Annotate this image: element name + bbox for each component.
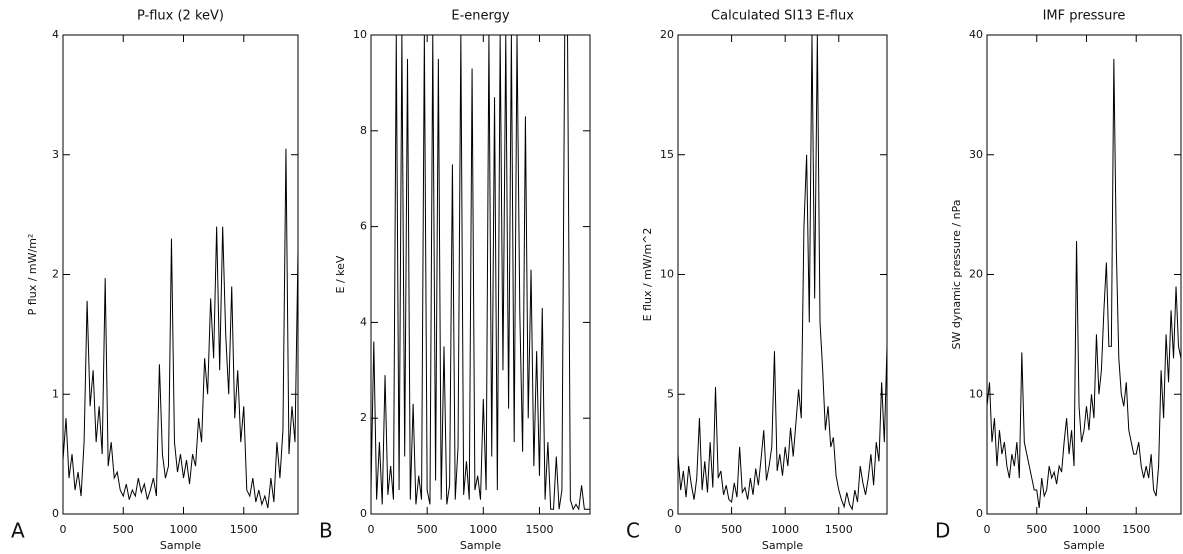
x-tick-label: 1000 bbox=[1072, 523, 1100, 536]
chart-title: IMF pressure bbox=[1043, 9, 1126, 24]
x-tick-label: 0 bbox=[60, 523, 67, 536]
y-axis-label: SW dynamic pressure / nPa bbox=[950, 200, 963, 350]
y-tick-label: 2 bbox=[360, 411, 367, 424]
y-tick-label: 20 bbox=[660, 28, 674, 41]
x-tick-label: 1500 bbox=[230, 523, 258, 536]
x-tick-label: 500 bbox=[417, 523, 438, 536]
y-tick-label: 3 bbox=[52, 148, 59, 161]
panel-label: A bbox=[11, 519, 25, 543]
y-tick-label: 15 bbox=[660, 148, 674, 161]
x-axis-label: Sample bbox=[460, 539, 501, 552]
y-tick-label: 0 bbox=[667, 507, 674, 520]
data-line bbox=[987, 58, 1181, 509]
y-tick-label: 6 bbox=[360, 220, 367, 233]
y-tick-label: 30 bbox=[969, 148, 983, 161]
y-axis-label: P flux / mW/m² bbox=[26, 234, 39, 316]
x-tick-label: 0 bbox=[368, 523, 375, 536]
y-tick-label: 20 bbox=[969, 268, 983, 281]
x-tick-label: 500 bbox=[113, 523, 134, 536]
y-tick-label: 4 bbox=[52, 28, 59, 41]
x-axis-label: Sample bbox=[1063, 539, 1104, 552]
data-line bbox=[63, 148, 298, 509]
x-tick-label: 1500 bbox=[525, 523, 553, 536]
y-axis-label: E flux / mW/m^2 bbox=[641, 228, 654, 322]
x-tick-label: 1000 bbox=[170, 523, 198, 536]
y-tick-label: 0 bbox=[976, 507, 983, 520]
y-axis-label: E / keV bbox=[334, 255, 347, 293]
x-tick-label: 1500 bbox=[825, 523, 853, 536]
y-tick-label: 10 bbox=[969, 387, 983, 400]
x-tick-label: 500 bbox=[1026, 523, 1047, 536]
chart-title: Calculated SI13 E-flux bbox=[711, 9, 854, 24]
x-tick-label: 0 bbox=[984, 523, 991, 536]
plot-frame bbox=[62, 34, 299, 515]
y-tick-label: 40 bbox=[969, 28, 983, 41]
chart-title: P-flux (2 keV) bbox=[137, 9, 224, 24]
panel-label: B bbox=[319, 519, 333, 543]
x-tick-label: 1000 bbox=[771, 523, 799, 536]
y-tick-label: 4 bbox=[360, 315, 367, 328]
x-tick-label: 500 bbox=[721, 523, 742, 536]
y-tick-label: 2 bbox=[52, 268, 59, 281]
plot-frame bbox=[677, 34, 888, 515]
plot-frame bbox=[986, 34, 1182, 515]
plot-frame bbox=[370, 34, 591, 515]
y-tick-label: 0 bbox=[360, 507, 367, 520]
y-tick-label: 1 bbox=[52, 387, 59, 400]
x-tick-label: 1500 bbox=[1122, 523, 1150, 536]
data-line bbox=[371, 35, 590, 511]
chart-title: E-energy bbox=[451, 9, 510, 24]
y-tick-label: 5 bbox=[667, 387, 674, 400]
x-axis-label: Sample bbox=[762, 539, 803, 552]
y-tick-label: 10 bbox=[660, 268, 674, 281]
panel-label: C bbox=[626, 519, 640, 543]
y-tick-label: 10 bbox=[353, 28, 367, 41]
data-line bbox=[678, 35, 887, 511]
x-tick-label: 0 bbox=[675, 523, 682, 536]
panel-label: D bbox=[935, 519, 950, 543]
x-tick-label: 1000 bbox=[469, 523, 497, 536]
y-tick-label: 0 bbox=[52, 507, 59, 520]
y-tick-label: 8 bbox=[360, 124, 367, 137]
x-axis-label: Sample bbox=[160, 539, 201, 552]
